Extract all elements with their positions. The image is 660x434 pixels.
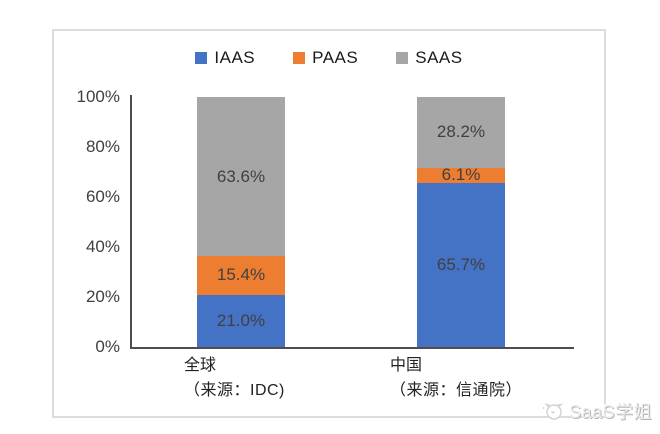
- saas-swatch-icon: [396, 52, 409, 64]
- chat-face-logo-icon: [542, 403, 564, 420]
- bar-china-iaas-segment: 65.7%: [417, 182, 505, 347]
- legend-item-saas: SAAS: [396, 48, 462, 68]
- y-tick-80: 80%: [85, 137, 120, 156]
- stacked-bar-global: 63.6% 15.4% 21.0%: [197, 97, 285, 347]
- bar-global-saas-segment: 63.6%: [197, 97, 285, 256]
- x-label-global-source: （来源：IDC): [184, 382, 285, 399]
- legend-item-paas: PAAS: [293, 48, 358, 68]
- chart-legend: IAAS PAAS SAAS: [54, 48, 604, 68]
- watermark-text: SaaS学姐: [568, 402, 652, 422]
- y-tick-20: 20%: [85, 287, 120, 306]
- legend-label-iaas: IAAS: [214, 48, 256, 67]
- paas-swatch-icon: [293, 52, 306, 64]
- stacked-bar-china: 28.2% 6.1% 65.7%: [417, 97, 505, 347]
- y-tick-40: 40%: [85, 237, 120, 256]
- bar-global-iaas-segment: 21.0%: [197, 294, 285, 347]
- bar-china-paas-label: 6.1%: [441, 165, 481, 185]
- chart-frame: IAAS PAAS SAAS 100% 80% 60% 40% 20% 0% 6…: [52, 29, 606, 418]
- y-tick-0: 0%: [95, 337, 120, 356]
- x-label-global: 全球 （来源：IDC): [184, 353, 414, 403]
- x-label-global-name: 全球: [184, 357, 217, 374]
- bar-global-paas-segment: 15.4%: [197, 256, 285, 295]
- bar-china-saas-segment: 28.2%: [417, 97, 505, 168]
- x-label-china: 中国 （来源：信通院）: [390, 353, 620, 403]
- watermark: SaaS学姐: [539, 398, 652, 424]
- x-axis-line: [130, 347, 574, 349]
- bar-global-paas-label: 15.4%: [216, 265, 266, 285]
- legend-item-iaas: IAAS: [195, 48, 255, 68]
- bar-china-saas-label: 28.2%: [436, 122, 486, 142]
- bar-global-saas-label: 63.6%: [216, 166, 266, 186]
- y-tick-60: 60%: [85, 187, 120, 206]
- bar-china-paas-segment: 6.1%: [417, 165, 505, 185]
- x-label-china-source: （来源：信通院）: [390, 382, 523, 399]
- y-tick-100: 100%: [76, 87, 120, 106]
- bar-china-iaas-label: 65.7%: [436, 254, 486, 274]
- legend-label-paas: PAAS: [312, 48, 359, 67]
- bar-global-iaas-label: 21.0%: [216, 310, 266, 330]
- x-label-china-name: 中国: [390, 357, 423, 374]
- iaas-swatch-icon: [195, 52, 208, 64]
- legend-label-saas: SAAS: [415, 48, 463, 67]
- y-axis-line: [130, 95, 132, 347]
